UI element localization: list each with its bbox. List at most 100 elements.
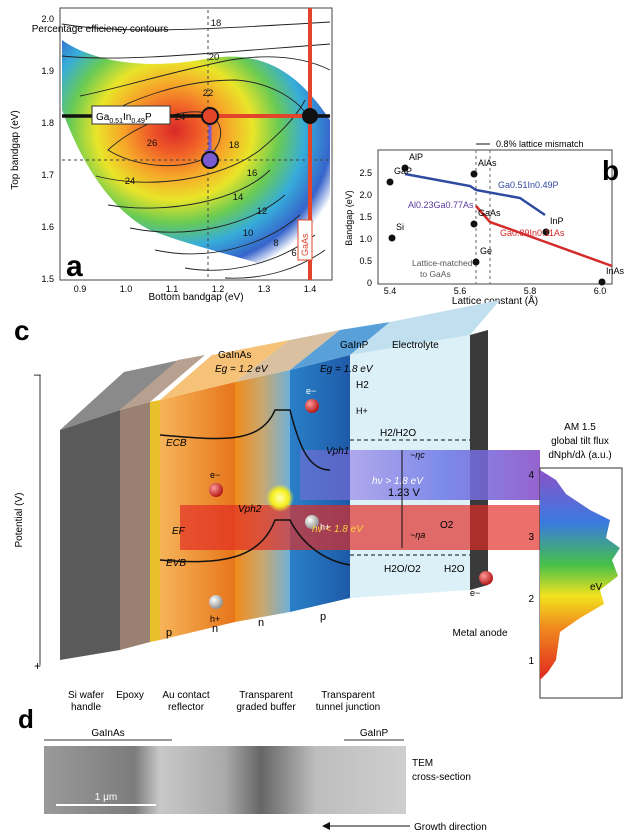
contour-label: 18 bbox=[229, 140, 240, 151]
contour-label: 8 bbox=[273, 238, 278, 249]
point-label-ge: Ge bbox=[480, 246, 492, 256]
electron-label-3: e− bbox=[470, 588, 480, 598]
point-alas bbox=[470, 170, 478, 178]
panel-a-ytick: 2.0 bbox=[41, 14, 54, 24]
mismatch-label: 0.8% lattice mismatch bbox=[496, 139, 584, 149]
point-alp bbox=[401, 164, 409, 172]
panel-a-xticks: 0.9 1.0 1.1 1.2 1.3 1.4 bbox=[74, 284, 317, 294]
panel-b-points: AlP GaP AlAs Si GaAs Ge InP InAs bbox=[386, 152, 625, 286]
contour-label: 24 bbox=[125, 176, 136, 187]
panel-b-plot-area bbox=[377, 149, 613, 285]
point-ge bbox=[472, 258, 480, 266]
contour-label: 24 bbox=[175, 112, 186, 123]
panel-a-xtick: 1.1 bbox=[166, 284, 179, 294]
panel-b-ytick: 0.5 bbox=[359, 256, 372, 266]
recombination-glow bbox=[266, 484, 294, 512]
blue-beam bbox=[300, 450, 540, 500]
h2o-o2-label: H2O/O2 bbox=[384, 564, 421, 575]
si-wafer bbox=[60, 410, 120, 660]
contour-label: 10 bbox=[243, 228, 254, 239]
electrolyte-title: Electrolyte bbox=[392, 340, 439, 351]
panel-b-xlabel: Lattice constant (Å) bbox=[452, 294, 538, 307]
panel-a-letter: a bbox=[66, 250, 83, 283]
point-label-gaas: GaAs bbox=[478, 208, 501, 218]
am15-label-2: global tilt flux bbox=[551, 436, 609, 447]
gainp-title: GaInP bbox=[340, 340, 369, 351]
panel-d-letter: d bbox=[18, 704, 34, 734]
contour-lines bbox=[61, 21, 331, 279]
gainas-title: GaInAs bbox=[218, 350, 251, 361]
panel-b-letter: b bbox=[602, 155, 619, 186]
electron-2 bbox=[305, 399, 319, 413]
potential-minus: – bbox=[34, 367, 41, 381]
band-ecb bbox=[159, 409, 331, 471]
panel-a-ytick: 1.9 bbox=[41, 66, 54, 76]
material-label: Ga0.51In0.49P bbox=[96, 112, 152, 125]
evb-label: EVB bbox=[166, 558, 186, 569]
panel-b-yticks: 0 0.5 1.0 1.5 2.0 2.5 bbox=[359, 168, 372, 288]
spectrum-fill bbox=[540, 470, 620, 680]
point-inp bbox=[542, 228, 550, 236]
gaas-point bbox=[302, 108, 318, 124]
panel-a-xtick: 1.2 bbox=[212, 284, 225, 294]
hv-gt-label: hν > 1.8 eV bbox=[372, 476, 424, 487]
contour-label: 26 bbox=[147, 138, 158, 149]
label-si: Si wafer bbox=[68, 690, 105, 701]
label-epoxy: Epoxy bbox=[116, 690, 144, 701]
contour-label: 20 bbox=[209, 52, 220, 63]
electron-label-2: e− bbox=[306, 386, 316, 396]
panel-b: 0.8% lattice mismatch AlP GaP AlAs Si GaAs Ge… bbox=[344, 139, 625, 307]
potential-plus: + bbox=[34, 659, 41, 673]
panel-a-ytick: 1.5 bbox=[41, 274, 54, 284]
ev-axis-label: eV bbox=[590, 582, 603, 593]
material-label-box bbox=[91, 105, 171, 125]
point-gaas bbox=[470, 220, 478, 228]
am15-label-3: dNph/dλ (a.u.) bbox=[548, 450, 611, 461]
panel-b-ytick: 0 bbox=[367, 278, 372, 288]
algaas-label: Al0.23Ga0.77As bbox=[408, 200, 474, 210]
panel-a-xtick: 1.3 bbox=[258, 284, 271, 294]
electron-label-1: e− bbox=[210, 470, 220, 480]
tem-label-2: cross-section bbox=[412, 772, 471, 783]
label-ttj: Transparent bbox=[321, 690, 375, 701]
hplus-label: H+ bbox=[356, 406, 368, 416]
point-label-si: Si bbox=[396, 222, 404, 232]
tem-image bbox=[44, 746, 406, 814]
gainas-eg: Eg = 1.2 eV bbox=[215, 364, 269, 375]
point-gap bbox=[386, 178, 394, 186]
gainp-label: Ga0.51In0.49P bbox=[498, 180, 559, 190]
panel-a-ylabel: Top bandgap (eV) bbox=[10, 110, 21, 190]
label-anode: Metal anode bbox=[452, 628, 507, 639]
panel-a-ytick: 1.7 bbox=[41, 170, 54, 180]
panel-b-xtick: 5.6 bbox=[454, 286, 467, 296]
panel-c-letter: c bbox=[14, 315, 30, 346]
contour-label: 6 bbox=[291, 248, 296, 259]
am15-label-1: AM 1.5 bbox=[564, 422, 596, 433]
ev-ticks: 4 3 2 1 bbox=[528, 470, 534, 667]
hole-label-1: h+ bbox=[210, 614, 220, 624]
panel-d: d GaInAs GaInP 1 μm TEM cross-section Gr… bbox=[18, 704, 487, 833]
o2-label: O2 bbox=[440, 520, 454, 531]
label-si-2: handle bbox=[71, 702, 101, 713]
vph1-label: Vph1 bbox=[326, 446, 349, 457]
panel-a-xtick: 1.0 bbox=[120, 284, 133, 294]
panel-a-ytick: 1.6 bbox=[41, 222, 54, 232]
hole-label-2: h+ bbox=[320, 522, 330, 532]
gainp-eg: Eg = 1.8 eV bbox=[320, 364, 374, 375]
panel-a: Ga0.51In0.49P Percentage efficiency cont… bbox=[10, 7, 333, 303]
gaas-tag-label: GaAs bbox=[300, 233, 310, 256]
label-tgb-2: graded buffer bbox=[236, 702, 296, 713]
hole-2 bbox=[305, 515, 319, 529]
electron-1 bbox=[209, 483, 223, 497]
panel-b-xticks: 5.4 5.6 5.8 6.0 bbox=[384, 286, 607, 296]
epoxy-layer bbox=[120, 402, 150, 650]
panel-b-ytick: 1.5 bbox=[359, 212, 372, 222]
band-evb bbox=[159, 519, 351, 566]
electron-3 bbox=[479, 571, 493, 585]
panel-b-ytick: 1.0 bbox=[359, 234, 372, 244]
n-label-1: n bbox=[212, 623, 218, 635]
n-label-2: n bbox=[258, 617, 264, 629]
panel-b-xtick: 5.4 bbox=[384, 286, 397, 296]
tem-gainas-label: GaInAs bbox=[91, 728, 124, 739]
